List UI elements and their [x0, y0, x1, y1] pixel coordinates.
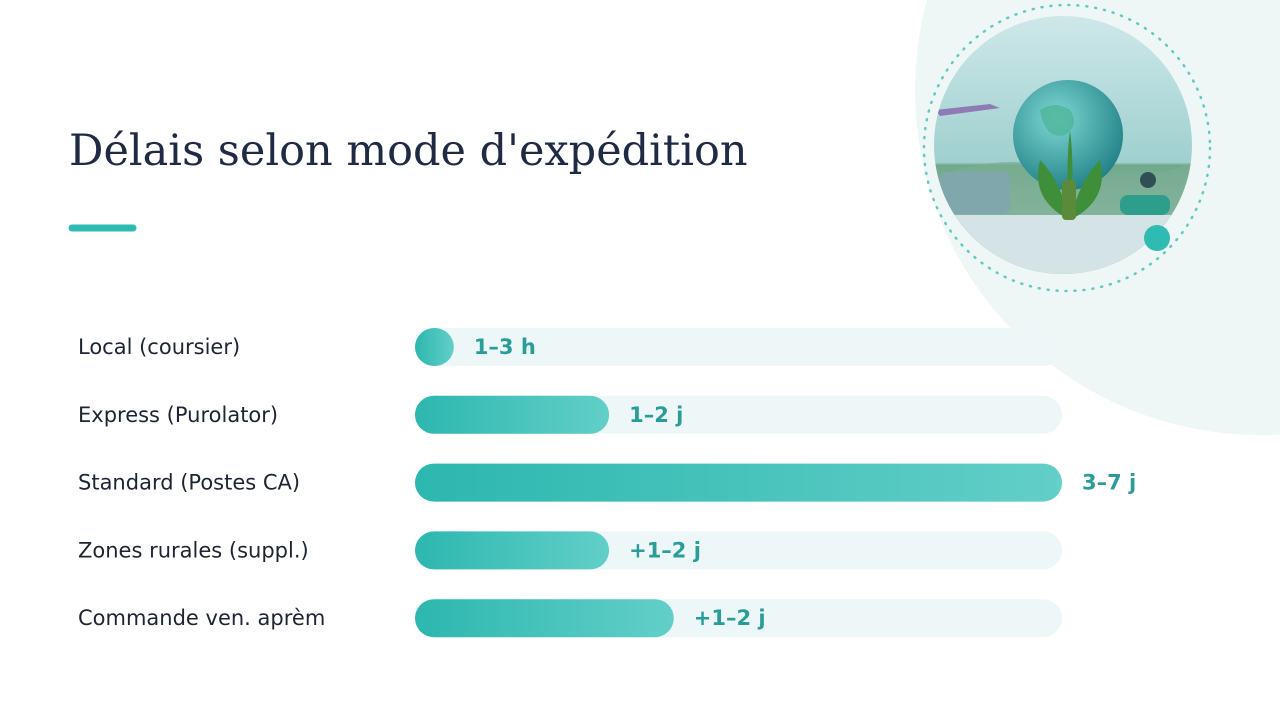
bar-value-label: +1–2 j — [629, 538, 701, 562]
bar — [415, 395, 610, 434]
bar-value-label: +1–2 j — [694, 606, 766, 630]
bar — [415, 531, 610, 570]
bar — [415, 599, 674, 638]
chart-title: Délais selon mode d'expédition — [69, 126, 748, 176]
dotted-ring — [922, 3, 1212, 293]
bar-value-label: 1–2 j — [629, 403, 683, 427]
category-label: Zones rurales (suppl.) — [78, 538, 309, 562]
bar-value-label: 3–7 j — [1082, 471, 1136, 495]
bar-value-label: 1–3 h — [474, 335, 536, 359]
category-label: Local (coursier) — [78, 335, 240, 359]
bar — [415, 463, 1062, 502]
category-label: Standard (Postes CA) — [78, 471, 300, 495]
accent-dot — [1144, 225, 1170, 251]
bar-track — [415, 328, 1062, 366]
category-label: Express (Purolator) — [78, 403, 278, 427]
bar — [415, 328, 454, 366]
category-label: Commande ven. aprèm — [78, 606, 325, 630]
